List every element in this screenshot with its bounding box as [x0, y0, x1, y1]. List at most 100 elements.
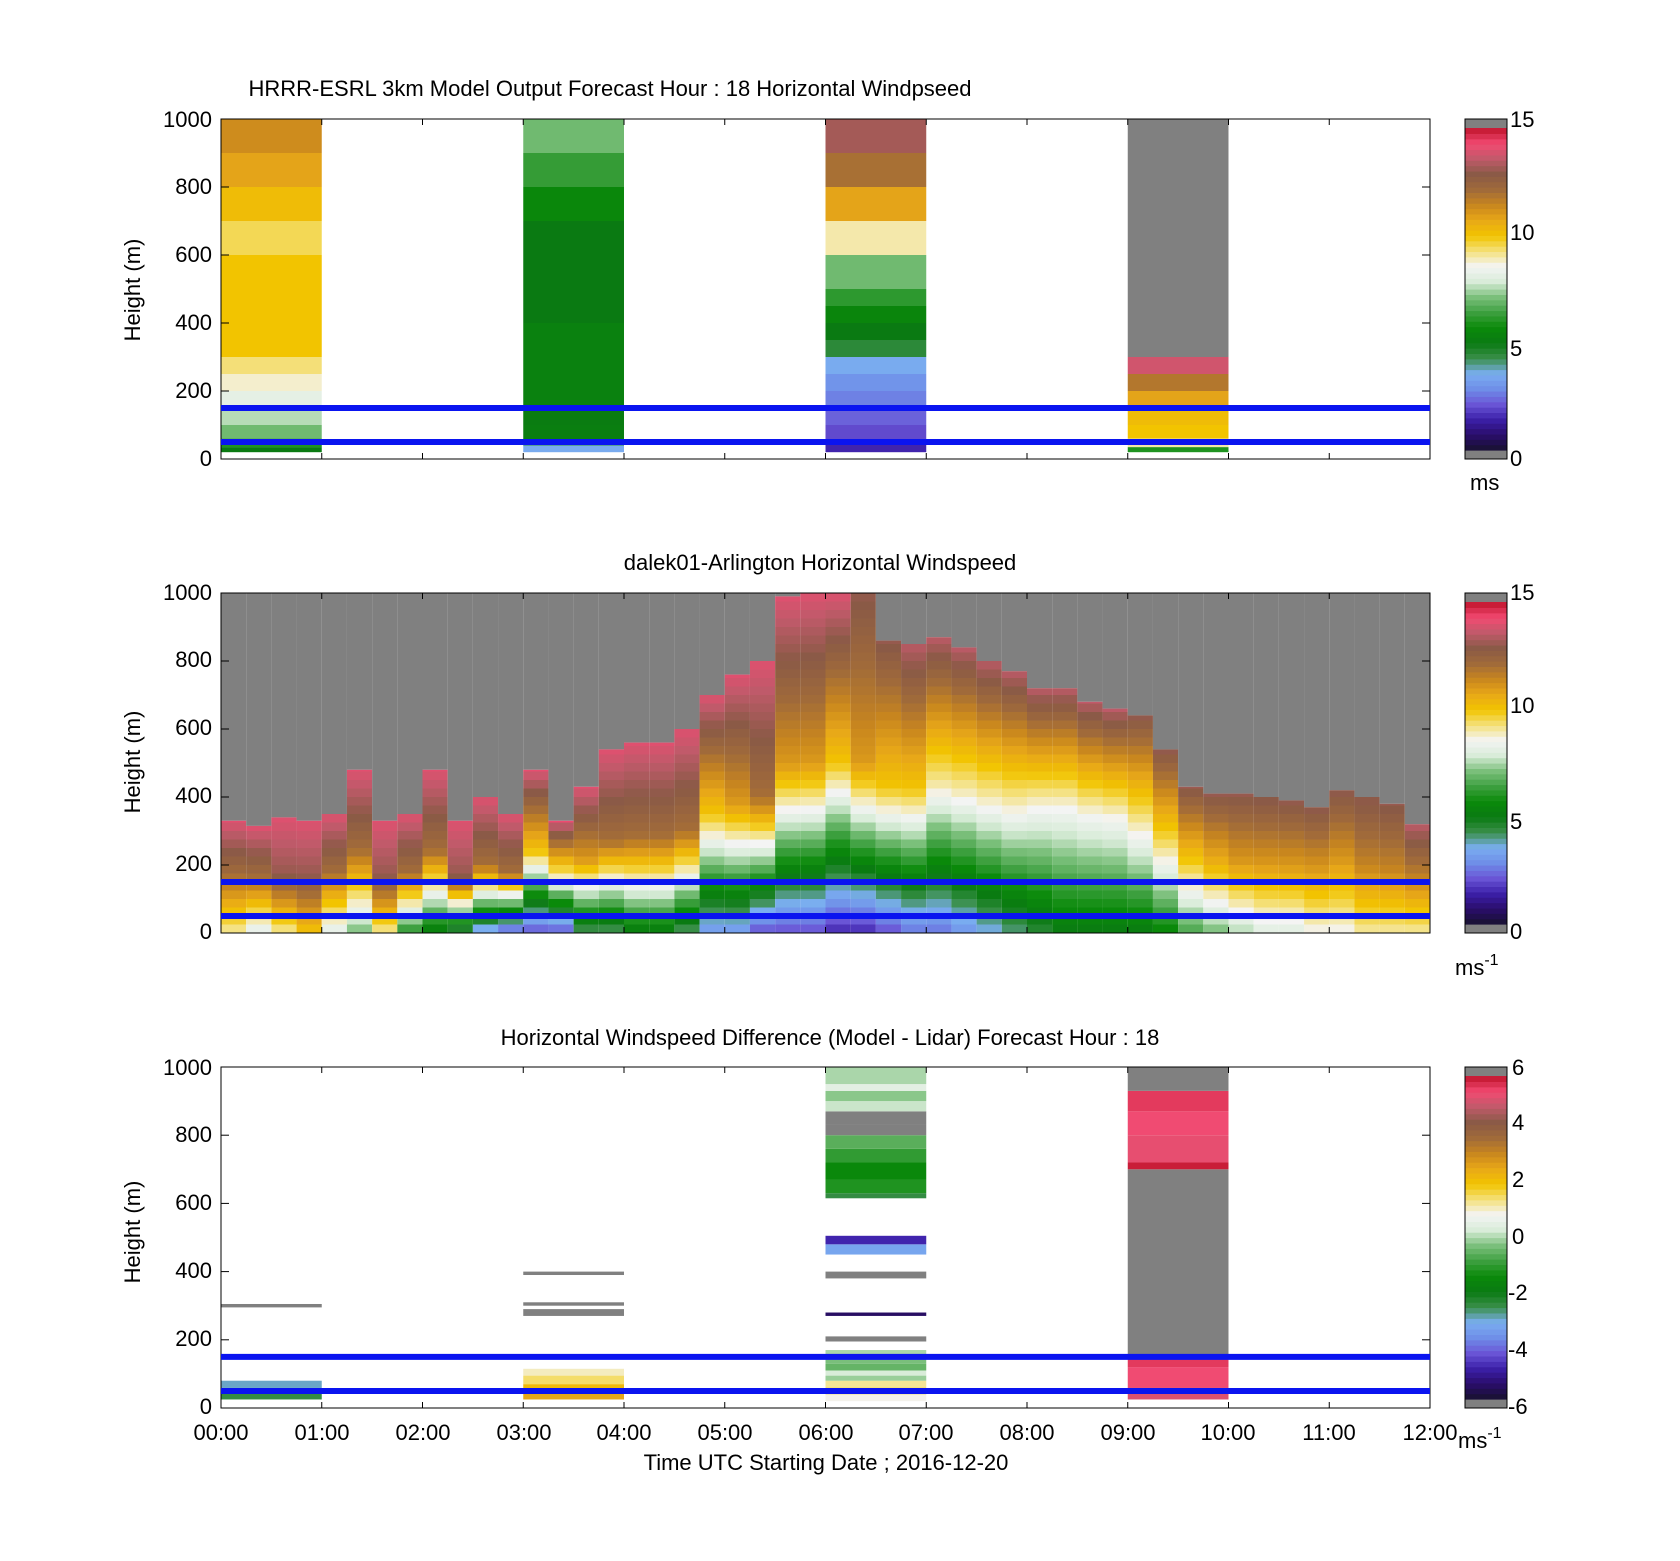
colorbar-segment: [1465, 628, 1507, 635]
heatmap-cell: [649, 839, 675, 848]
heatmap-cell: [1127, 1135, 1229, 1163]
heatmap-cell: [724, 729, 750, 738]
heatmap-cell: [951, 686, 977, 695]
heatmap-cell: [523, 1392, 624, 1400]
heatmap-cell: [749, 924, 776, 933]
heatmap-cell: [1052, 695, 1078, 704]
heatmap-cell: [624, 763, 650, 772]
heatmap-cell: [825, 255, 927, 289]
heatmap-cell: [548, 873, 574, 882]
heatmap-cell: [472, 805, 499, 814]
heatmap-cell: [346, 865, 373, 874]
colorbar-segment: [1465, 1113, 1507, 1120]
heatmap-cell: [296, 873, 322, 882]
heatmap-cell: [397, 899, 423, 908]
heatmap-cell: [825, 780, 851, 789]
heatmap-cell: [598, 873, 624, 882]
cbar-tick-label: 5: [1510, 336, 1522, 361]
colorbar-segment: [1465, 331, 1507, 338]
colorbar-segment: [1465, 144, 1507, 151]
heatmap-cell: [472, 822, 499, 831]
heatmap-cell: [1278, 800, 1305, 806]
heatmap-cell: [901, 720, 927, 729]
heatmap-cell: [346, 593, 373, 770]
heatmap-cell: [523, 822, 549, 831]
heatmap-cell: [800, 780, 826, 789]
heatmap-cell: [951, 924, 977, 933]
heatmap-cell: [674, 788, 700, 797]
heatmap-cell: [271, 899, 297, 908]
heatmap-cell: [850, 839, 876, 848]
heatmap-cell: [1052, 916, 1078, 925]
heatmap-cell: [447, 856, 473, 865]
heatmap-cell: [397, 814, 423, 823]
heatmap-cell: [1127, 1356, 1229, 1368]
colorbar-segment: [1465, 385, 1507, 392]
heatmap-cell: [901, 686, 927, 695]
colorbar-segment: [1465, 176, 1507, 183]
heatmap-cell: [624, 822, 650, 831]
colorbar-segment: [1465, 789, 1507, 796]
heatmap-cell: [548, 882, 574, 891]
heatmap-cell: [850, 882, 876, 891]
heatmap-cell: [246, 873, 272, 882]
heatmap-cell: [749, 848, 776, 857]
heatmap-cell: [1253, 593, 1279, 797]
heatmap-cell: [1052, 788, 1078, 797]
heatmap-cell: [1278, 865, 1305, 874]
cbar-tick-label: 4: [1512, 1110, 1524, 1135]
heatmap-cell: [800, 890, 826, 899]
heatmap-cell: [976, 754, 1002, 763]
heatmap-cell: [1077, 712, 1103, 721]
heatmap-cell: [825, 729, 851, 738]
heatmap-cell: [875, 695, 902, 704]
heatmap-cell: [926, 916, 952, 925]
heatmap-cell: [649, 822, 675, 831]
heatmap-cell: [1001, 924, 1027, 933]
heatmap-cell: [624, 746, 650, 755]
heatmap-cell: [296, 924, 322, 933]
heatmap-cell: [598, 805, 624, 814]
cbar-unit-sup: -1: [1487, 1425, 1501, 1442]
heatmap-cell: [573, 822, 599, 831]
heatmap-cell: [422, 907, 448, 916]
heatmap-cell: [825, 737, 851, 746]
heatmap-cell: [624, 865, 650, 874]
heatmap-cell: [724, 882, 750, 891]
heatmap-cell: [1127, 907, 1153, 916]
heatmap-cell: [901, 678, 927, 687]
heatmap-cell: [573, 882, 599, 891]
heatmap-cell: [472, 865, 499, 874]
heatmap-cell: [296, 899, 322, 908]
heatmap-cell: [825, 1084, 927, 1091]
heatmap-cell: [1127, 924, 1153, 933]
colorbar-segment: [1465, 353, 1507, 360]
colorbar-segment: [1465, 1167, 1507, 1174]
heatmap-cell: [1354, 848, 1380, 857]
heatmap-cell: [1278, 916, 1305, 925]
colorbar-segment: [1465, 618, 1507, 625]
heatmap-cell: [221, 1303, 322, 1308]
heatmap-cell: [624, 831, 650, 840]
heatmap-cell: [1228, 924, 1254, 933]
heatmap-cell: [976, 695, 1002, 704]
heatmap-cell: [1278, 822, 1305, 831]
panel-lidar-cbar-unit: ms-1: [1455, 952, 1499, 980]
heatmap-cell: [749, 686, 776, 695]
heatmap-cell: [724, 737, 750, 746]
heatmap-cell: [1052, 873, 1078, 882]
heatmap-cell: [221, 822, 247, 831]
heatmap-cell: [1379, 916, 1405, 925]
heatmap-cell: [699, 882, 725, 891]
ytick-label: 400: [175, 783, 212, 808]
heatmap-cell: [926, 788, 952, 797]
heatmap-cell: [1052, 924, 1078, 933]
heatmap-cell: [221, 907, 247, 916]
colorbar-segment: [1465, 256, 1507, 263]
heatmap-cell: [1253, 805, 1279, 814]
heatmap-cell: [875, 678, 902, 687]
heatmap-cell: [1077, 907, 1103, 916]
heatmap-cell: [548, 856, 574, 865]
heatmap-cell: [901, 754, 927, 763]
heatmap-cell: [825, 601, 851, 610]
